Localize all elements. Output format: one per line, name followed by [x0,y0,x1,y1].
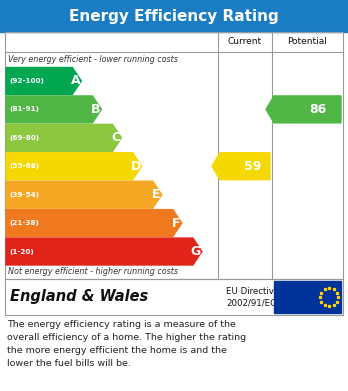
Text: (21-38): (21-38) [9,220,39,226]
Bar [5,32,343,279]
Text: The energy efficiency rating is a measure of the
overall efficiency of a home. T: The energy efficiency rating is a measur… [7,320,246,368]
Text: 59: 59 [244,160,261,173]
Polygon shape [212,153,270,180]
Text: 86: 86 [309,103,326,116]
Text: (39-54): (39-54) [9,192,39,198]
Polygon shape [6,181,162,208]
Text: (69-80): (69-80) [9,135,39,141]
Polygon shape [6,124,121,151]
Polygon shape [6,96,101,123]
Text: Not energy efficient - higher running costs: Not energy efficient - higher running co… [8,267,178,276]
Text: (81-91): (81-91) [9,106,39,112]
Text: EU Directive: EU Directive [226,287,279,296]
Bar [0,0,348,32]
Text: (55-68): (55-68) [9,163,39,169]
Polygon shape [6,238,202,265]
Text: A: A [71,74,80,88]
Text: Very energy efficient - lower running costs: Very energy efficient - lower running co… [8,54,178,63]
Text: B: B [91,103,101,116]
Polygon shape [6,153,142,180]
Text: E: E [152,188,161,201]
Polygon shape [6,68,81,95]
Bar [5,279,343,315]
Text: Current: Current [228,38,262,47]
Polygon shape [6,210,182,237]
Text: Potential: Potential [287,38,327,47]
Bar [274,281,341,313]
Text: England & Wales: England & Wales [10,289,148,305]
Text: 2002/91/EC: 2002/91/EC [226,299,276,308]
Text: F: F [172,217,181,230]
Text: D: D [130,160,141,173]
Text: Energy Efficiency Rating: Energy Efficiency Rating [69,9,279,23]
Text: G: G [191,245,201,258]
Text: (92-100): (92-100) [9,78,44,84]
Polygon shape [266,96,341,123]
Text: (1-20): (1-20) [9,249,34,255]
Text: C: C [111,131,120,144]
Bar [0,279,348,315]
